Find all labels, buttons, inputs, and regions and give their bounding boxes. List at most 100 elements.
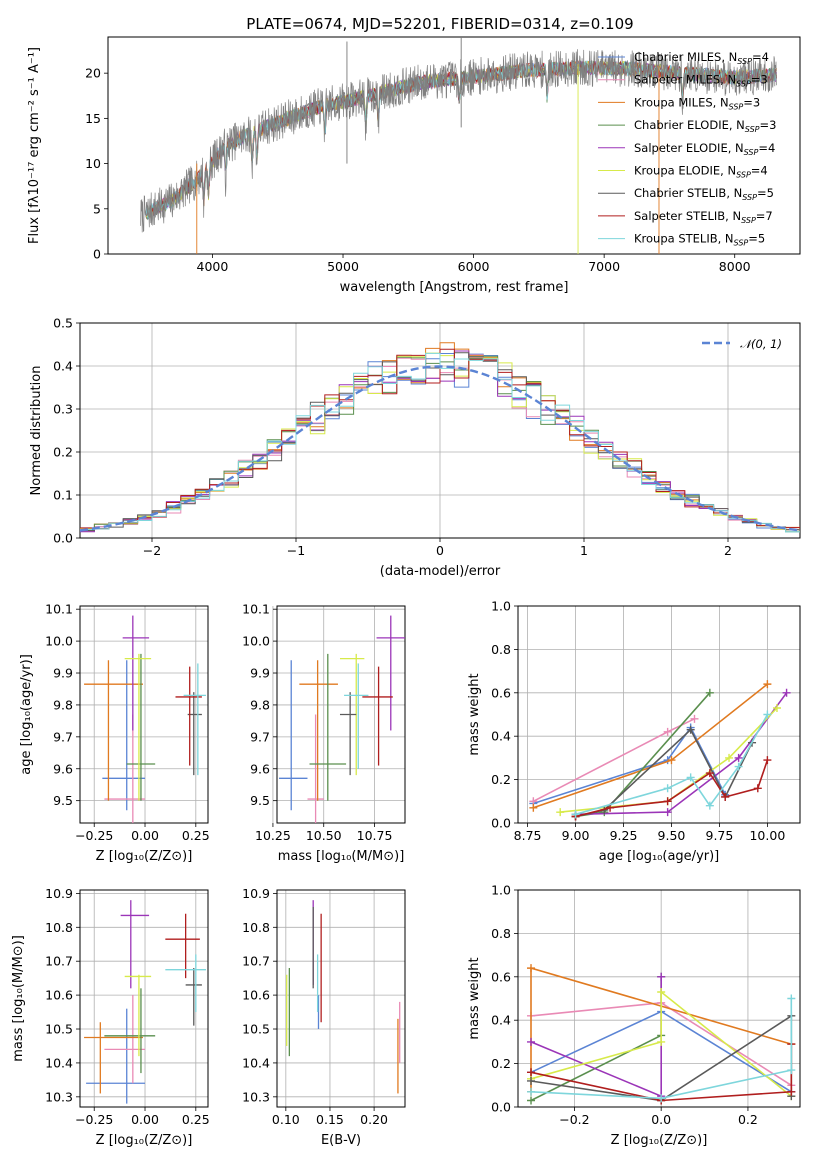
y-tick-label: 9.5 bbox=[250, 793, 270, 808]
y-tick-label: 9.6 bbox=[53, 761, 73, 776]
x-tick-label: 0.25 bbox=[182, 828, 210, 843]
weight-marker-kroupa-stelib bbox=[571, 810, 580, 819]
age-vs-mass-panel: 10.25 10.50 10.75 9.5 9.6 9.7 9.8 9.9 10.0 10.1 ma… bbox=[242, 602, 406, 864]
y-tick-label: 10 bbox=[85, 156, 101, 171]
y-tick-label: 0.8 bbox=[491, 642, 511, 657]
figure-title: PLATE=0674, MJD=52201, FIBERID=0314, z=0… bbox=[246, 15, 633, 33]
legend-label-chabrier-elodie: Chabrier ELODIE, NSSP=3 bbox=[634, 118, 776, 134]
y-tick-label: 10.7 bbox=[242, 954, 270, 969]
mass-vs-metallicity-panel: −0.25 0.00 0.25 10.3 10.4 10.5 10.6 10.7 10.8 10.… bbox=[11, 886, 210, 1148]
weight-marker-salpeter-elodie bbox=[782, 688, 791, 697]
y-tick-label: 9.7 bbox=[53, 729, 73, 744]
axes-frame bbox=[107, 36, 801, 255]
weight-line-kroupa-miles bbox=[533, 683, 768, 809]
x-axis-label: mass [log₁₀(M/M⊙)] bbox=[278, 849, 405, 864]
y-tick-label: 0.4 bbox=[53, 359, 73, 374]
y-tick-label: 9.8 bbox=[53, 697, 73, 712]
x-axis-label: wavelength [Angstrom, rest frame] bbox=[340, 280, 569, 295]
weight-marker-kroupa-elodie bbox=[725, 753, 734, 762]
y-tick-label: 10.8 bbox=[242, 920, 270, 935]
y-tick-label: 10.7 bbox=[45, 954, 73, 969]
x-tick-label: 10.00 bbox=[749, 828, 785, 843]
y-tick-label: 0.8 bbox=[491, 926, 511, 941]
x-tick-label: 10.75 bbox=[357, 828, 393, 843]
x-tick-label: −0.25 bbox=[75, 828, 113, 843]
axes-frame bbox=[79, 889, 209, 1108]
legend-label-kroupa-elodie: Kroupa ELODIE, NSSP=4 bbox=[634, 164, 768, 180]
weight-marker-salpeter-miles bbox=[663, 727, 672, 736]
x-axis-label: Z [log₁₀(Z/Z⊙)] bbox=[96, 849, 193, 864]
x-tick-label: 4000 bbox=[197, 259, 229, 274]
x-tick-label: −0.25 bbox=[75, 1112, 113, 1127]
observed-spectrum bbox=[140, 49, 777, 233]
weight-marker-kroupa-elodie bbox=[772, 703, 781, 712]
weight-marker-chabrier-elodie bbox=[527, 1096, 536, 1105]
x-tick-label: 0.00 bbox=[131, 1112, 159, 1127]
axes-frame bbox=[79, 322, 801, 539]
x-axis-label: Z [log₁₀(Z/Z⊙)] bbox=[96, 1133, 193, 1148]
y-tick-label: 0 bbox=[93, 247, 101, 262]
weight-marker-kroupa-miles bbox=[527, 964, 536, 973]
plot-area bbox=[84, 615, 206, 823]
x-tick-label: 1 bbox=[580, 543, 588, 558]
x-axis-label: age [log₁₀(age/yr)] bbox=[599, 849, 720, 864]
weight-line-kroupa-stelib bbox=[530, 998, 793, 1100]
y-tick-label: 5 bbox=[93, 201, 101, 216]
weight-marker-kroupa-elodie bbox=[657, 987, 666, 996]
plot-area bbox=[84, 900, 206, 1104]
weight-marker-kroupa-stelib bbox=[787, 1066, 796, 1075]
weight-vs-metallicity-panel: −0.2 0.0 0.2 0.0 0.2 0.4 0.6 0.8 1.0 Z [log₁₀(Z/Z… bbox=[467, 883, 801, 1148]
axes-frame bbox=[276, 605, 406, 824]
x-tick-label: 0.15 bbox=[316, 1112, 344, 1127]
y-tick-label: 10.9 bbox=[45, 886, 73, 901]
y-tick-label: 0.4 bbox=[491, 1013, 511, 1028]
weight-marker-salpeter-stelib bbox=[763, 756, 772, 765]
y-tick-label: 1.0 bbox=[491, 883, 511, 898]
weight-vs-age-panel: 8.75 9.00 9.25 9.50 9.75 10.00 0.0 0.2 0.4 0.6 0.8… bbox=[467, 599, 801, 864]
x-tick-label: 0.00 bbox=[131, 828, 159, 843]
y-tick-label: 10.5 bbox=[242, 1022, 270, 1037]
weight-marker-chabrier-stelib bbox=[527, 1076, 536, 1085]
y-tick-label: 10.1 bbox=[242, 602, 270, 617]
y-tick-label: 0.4 bbox=[491, 729, 511, 744]
axes-frame bbox=[517, 889, 801, 1108]
x-tick-label: −2 bbox=[143, 543, 161, 558]
y-tick-label: 10.4 bbox=[242, 1055, 270, 1070]
mass-vs-ebv-panel: 0.10 0.15 0.20 10.3 10.4 10.5 10.6 10.7 10.8 10.9… bbox=[242, 886, 406, 1148]
weight-marker-salpeter-elodie bbox=[657, 972, 666, 981]
weight-marker-salpeter-elodie bbox=[734, 753, 743, 762]
legend-label-salpeter-elodie: Salpeter ELODIE, NSSP=4 bbox=[634, 141, 775, 157]
plot-area bbox=[527, 964, 796, 1105]
weight-marker-chabrier-elodie bbox=[705, 688, 714, 697]
x-axis-label: Z [log₁₀(Z/Z⊙)] bbox=[611, 1133, 708, 1148]
y-axis-label: Normed distribution bbox=[29, 366, 44, 496]
weight-marker-kroupa-stelib bbox=[734, 762, 743, 771]
histogram-kroupa-stelib bbox=[80, 352, 800, 533]
weight-line-kroupa-stelib bbox=[575, 714, 769, 816]
weight-marker-kroupa-stelib bbox=[657, 1094, 666, 1103]
y-axis-label: mass weight bbox=[467, 957, 482, 1039]
x-tick-label: 9.00 bbox=[562, 828, 590, 843]
legend-label-salpeter-miles: Salpeter MILES, NSSP=3 bbox=[634, 73, 768, 89]
y-tick-label: 1.0 bbox=[491, 599, 511, 614]
x-tick-label: 5000 bbox=[327, 259, 359, 274]
axes-frame bbox=[276, 889, 406, 1108]
y-axis-label: age [log₁₀(age/yr)] bbox=[19, 654, 34, 775]
age-vs-metallicity-panel: −0.25 0.00 0.25 9.5 9.6 9.7 9.8 9.9 10.0 10.1 Z [l… bbox=[19, 602, 210, 864]
x-tick-label: 7000 bbox=[588, 259, 620, 274]
y-axis-label: mass [log₁₀(M/M⊙)] bbox=[11, 935, 26, 1062]
y-tick-label: 10.4 bbox=[45, 1055, 73, 1070]
spectrum-panel: 4000 5000 6000 7000 8000 0 5 10 15 20 wavelength [… bbox=[27, 36, 801, 295]
x-tick-label: −0.2 bbox=[559, 1112, 589, 1127]
x-tick-label: 9.75 bbox=[706, 828, 734, 843]
weight-marker-chabrier-stelib bbox=[686, 725, 695, 734]
y-tick-label: 10.6 bbox=[242, 988, 270, 1003]
y-axis-label: mass weight bbox=[467, 673, 482, 755]
x-axis-label: (data-model)/error bbox=[380, 564, 501, 579]
weight-marker-salpeter-elodie bbox=[527, 1037, 536, 1046]
y-tick-label: 10.6 bbox=[45, 988, 73, 1003]
weight-marker-kroupa-miles bbox=[529, 803, 538, 812]
y-tick-label: 9.5 bbox=[53, 793, 73, 808]
residuals-panel: −2 −1 0 1 2 0.0 0.1 0.2 0.3 0.4 0.5 (data-model)/er… bbox=[29, 316, 801, 579]
legend-label-normal: 𝒩(0, 1) bbox=[740, 337, 782, 351]
